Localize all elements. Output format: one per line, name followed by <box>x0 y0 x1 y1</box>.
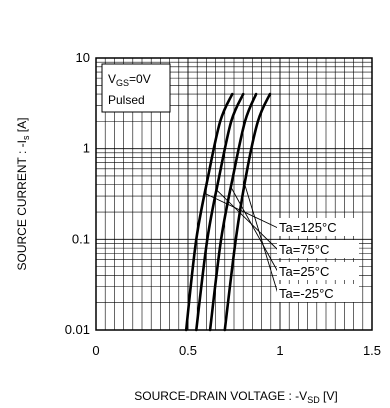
legend-label-bg <box>277 218 359 236</box>
legend-leader-line <box>229 185 279 273</box>
legend: Ta=125°C Ta=75°C Ta=25°C Ta=-25°C <box>205 181 359 302</box>
series-line-0 <box>184 92 234 332</box>
legend-label: Ta=75°C <box>279 242 329 257</box>
legend-label: Ta=25°C <box>279 264 329 279</box>
x-tick-label: 1 <box>276 343 283 358</box>
plot-frame <box>95 57 373 331</box>
series-line-1 <box>195 92 245 332</box>
legend-leader-line <box>205 193 279 229</box>
legend-label-bg <box>277 240 359 258</box>
x-tick-label: 1.5 <box>363 343 381 358</box>
condition-vgs: VGS=0V <box>108 72 151 88</box>
legend-label: Ta=125°C <box>279 220 337 235</box>
series-group <box>184 92 272 332</box>
condition-pulsed: Pulsed <box>108 93 145 107</box>
legend-label: Ta=-25°C <box>279 286 334 301</box>
x-axis-label: SOURCE-DRAIN VOLTAGE : -VSD [V] <box>134 389 337 405</box>
y-axis-label: SOURCE CURRENT : -Is [A] <box>15 118 31 271</box>
y-tick-label: 1 <box>83 141 90 156</box>
condition-box-frame <box>101 63 171 113</box>
series-line-2 <box>208 92 258 332</box>
legend-label-bg <box>277 262 359 280</box>
y-tick-label: 10 <box>76 50 90 65</box>
legend-label-bg <box>277 284 359 302</box>
legend-leader-line <box>215 189 279 251</box>
legend-leader-line <box>243 181 279 295</box>
x-tick-label: 0 <box>92 343 99 358</box>
condition-box: VGS=0V Pulsed <box>101 63 171 113</box>
series-line-3 <box>223 92 272 332</box>
tick-labels: 0 0.5 1 1.5 0.01 0.1 1 10 <box>65 50 381 358</box>
x-tick-label: 0.5 <box>179 343 197 358</box>
y-tick-label: 0.1 <box>72 231 90 246</box>
y-tick-label: 0.01 <box>65 322 90 337</box>
